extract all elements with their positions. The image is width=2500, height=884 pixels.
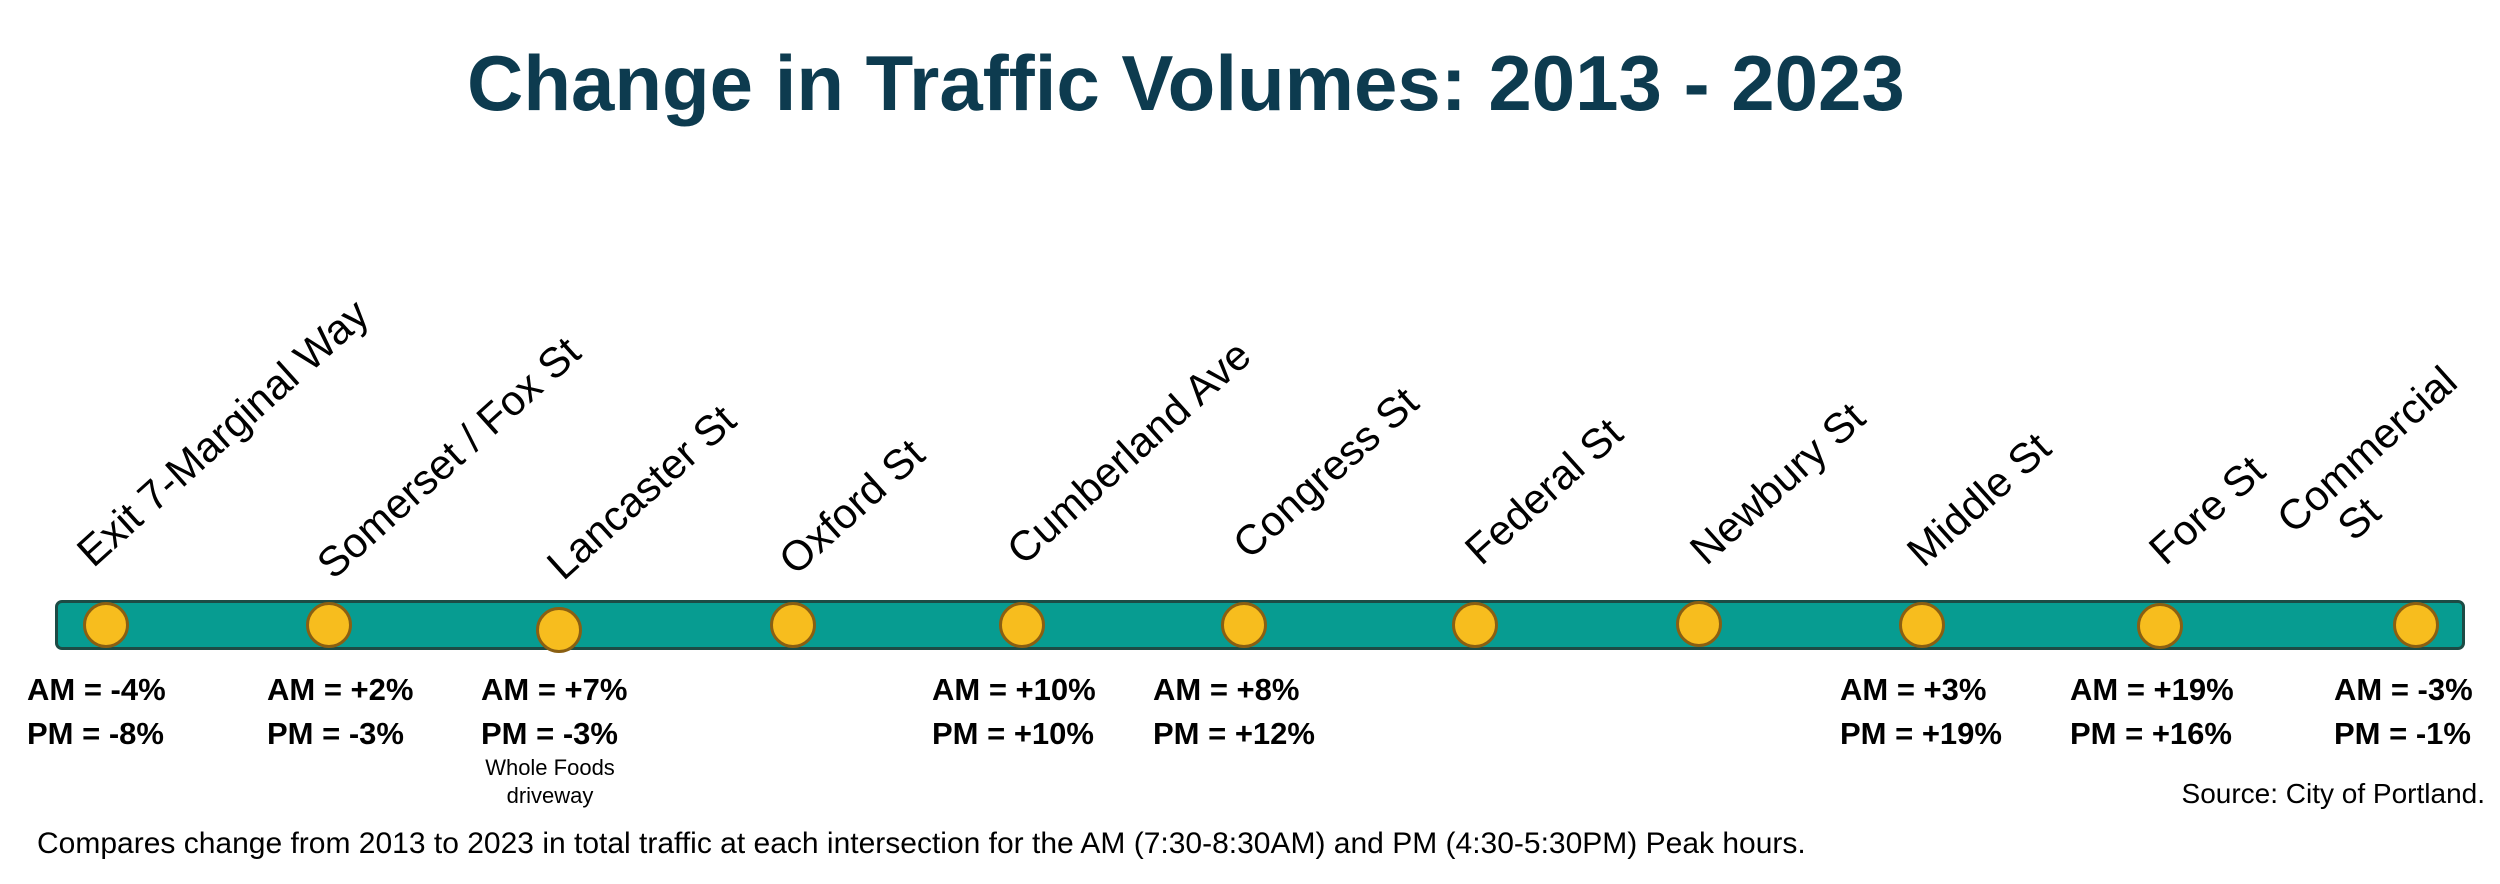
street-label: Fore St bbox=[2139, 446, 2274, 574]
intersection-node bbox=[1452, 602, 1498, 648]
stat-block: AM = -4% PM = -8% bbox=[27, 668, 166, 756]
stat-block: AM = +3% PM = +19% bbox=[1840, 668, 2002, 756]
am-value: AM = +2% bbox=[267, 672, 414, 707]
stat-block: AM = +2% PM = -3% bbox=[267, 668, 413, 756]
pm-value: PM = -8% bbox=[27, 716, 164, 751]
intersection-node bbox=[2137, 603, 2183, 649]
note-text: Whole Foods driveway bbox=[485, 755, 615, 808]
caption-text: Compares change from 2013 to 2023 in tot… bbox=[37, 827, 1806, 860]
intersection-node bbox=[1676, 601, 1722, 647]
pm-value: PM = -3% bbox=[267, 716, 404, 751]
intersection-node bbox=[536, 607, 582, 653]
stat-block: AM = +10% PM = +10% bbox=[932, 668, 1096, 756]
pm-value: PM = -3% bbox=[481, 716, 618, 751]
stat-block: AM = -3% PM = -1% bbox=[2334, 668, 2473, 756]
am-value: AM = +10% bbox=[932, 672, 1096, 707]
am-value: AM = -3% bbox=[2334, 672, 2473, 707]
pm-value: PM = +19% bbox=[1840, 716, 2002, 751]
street-label: Lancaster St bbox=[537, 395, 745, 589]
stat-block: AM = +8% PM = +12% bbox=[1153, 668, 1315, 756]
pm-value: PM = +12% bbox=[1153, 716, 1315, 751]
street-label: Oxford St bbox=[769, 429, 934, 584]
page-title: Change in Traffic Volumes: 2013 - 2023 bbox=[467, 39, 1905, 127]
intersection-node bbox=[2393, 602, 2439, 648]
street-label: Federal St bbox=[1455, 408, 1632, 574]
intersection-node bbox=[83, 602, 129, 648]
pm-value: PM = +16% bbox=[2070, 716, 2232, 751]
pm-value: PM = -1% bbox=[2334, 716, 2471, 751]
intersection-node bbox=[1221, 602, 1267, 648]
am-value: AM = -4% bbox=[27, 672, 166, 707]
street-label: Commercial St bbox=[2268, 357, 2496, 576]
stat-block: AM = +19% PM = +16% bbox=[2070, 668, 2234, 756]
street-label: Middle St bbox=[1897, 423, 2060, 576]
am-value: AM = +19% bbox=[2070, 672, 2234, 707]
pm-value: PM = +10% bbox=[932, 716, 1094, 751]
street-label: Cumberland Ave bbox=[997, 331, 1260, 574]
am-value: AM = +3% bbox=[1840, 672, 1987, 707]
street-label: Congress St bbox=[1223, 377, 1428, 568]
intersection-node bbox=[306, 602, 352, 648]
stat-block: AM = +7% PM = -3% bbox=[481, 668, 627, 756]
am-value: AM = +7% bbox=[481, 672, 628, 707]
am-value: AM = +8% bbox=[1153, 672, 1300, 707]
intersection-node bbox=[999, 602, 1045, 648]
intersection-node bbox=[1899, 602, 1945, 648]
intersection-node bbox=[770, 602, 816, 648]
street-label: Newbury St bbox=[1680, 393, 1874, 574]
source-text: Source: City of Portland. bbox=[2181, 778, 2485, 809]
